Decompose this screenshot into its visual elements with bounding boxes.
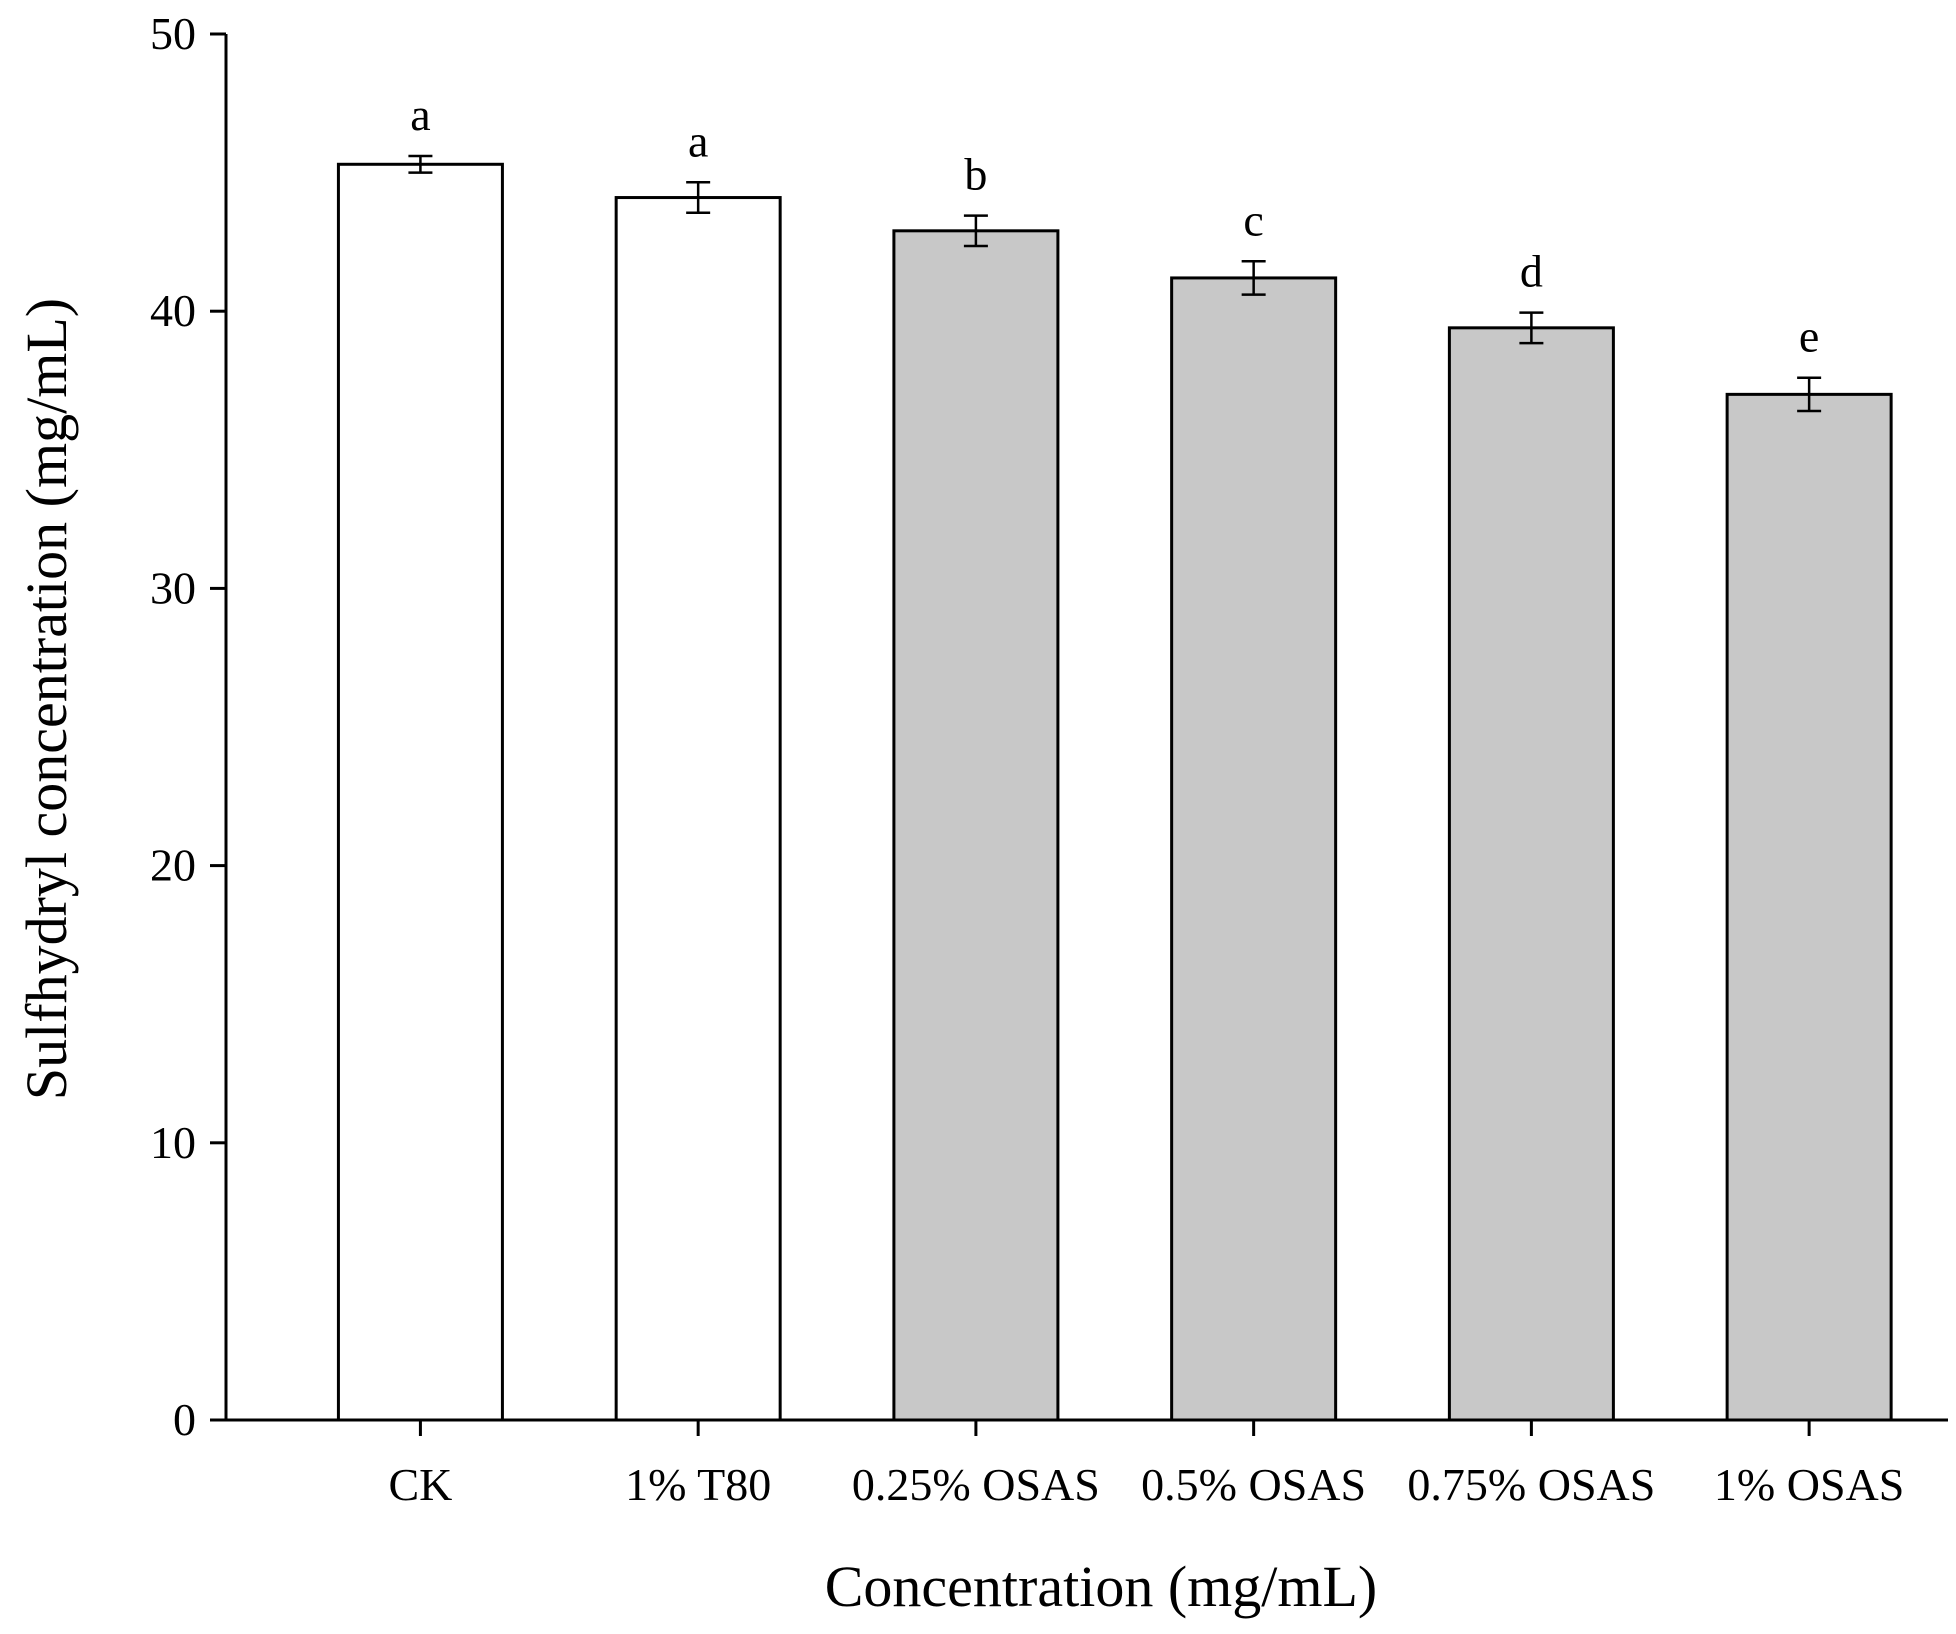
bar [1447, 326, 1615, 1422]
bar [614, 196, 782, 1422]
bar [1725, 392, 1893, 1422]
significance-label: d [1520, 246, 1543, 297]
bar [1170, 276, 1338, 1422]
error-bar [686, 181, 711, 215]
error-bar [963, 214, 988, 248]
significance-label: b [964, 149, 987, 200]
error-bar [1519, 311, 1544, 345]
axes-group [224, 34, 1948, 1422]
y-tick-label: 50 [150, 8, 196, 59]
x-tick-label: 0.75% OSAS [1407, 1459, 1655, 1510]
y-tick-label: 30 [150, 562, 196, 613]
y-axis-title: Sulfhydryl concentration (mg/mL) [14, 298, 79, 1100]
x-tick-label: 0.25% OSAS [852, 1459, 1100, 1510]
significance-label: c [1243, 194, 1263, 245]
bar [892, 229, 1060, 1422]
y-tick-label: 40 [150, 285, 196, 336]
y-tick-label: 0 [173, 1394, 196, 1445]
x-tick-label: 0.5% OSAS [1141, 1459, 1366, 1510]
x-axis-title: Concentration (mg/mL) [825, 1554, 1377, 1619]
error-bar [1241, 260, 1266, 296]
significance-label: a [410, 89, 430, 140]
x-tick-label: CK [388, 1459, 452, 1510]
x-tick-label: 1% OSAS [1714, 1459, 1904, 1510]
x-tick-label: 1% T80 [625, 1459, 771, 1510]
error-bars-group [408, 154, 1822, 413]
bar [336, 162, 504, 1422]
significance-label: e [1799, 311, 1819, 362]
y-tick-label: 10 [150, 1117, 196, 1168]
error-bar [1797, 376, 1822, 413]
significance-labels-group: a a b c d e [410, 89, 1819, 362]
bars-group [336, 162, 1893, 1422]
error-bar [408, 154, 433, 174]
significance-label: a [688, 115, 708, 166]
y-tick-label: 20 [150, 840, 196, 891]
x-ticks-group: CK 1% T80 0.25% OSAS 0.5% OSAS 0.75% OSAS 1% … [388, 1420, 1904, 1510]
y-ticks-group: 0 10 20 30 40 50 [150, 8, 226, 1445]
